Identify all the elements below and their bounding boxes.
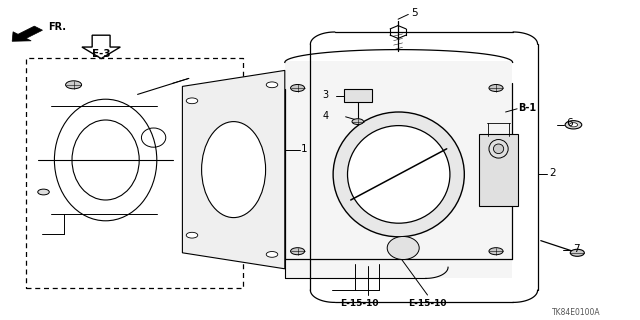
Ellipse shape	[493, 144, 504, 154]
Polygon shape	[12, 26, 42, 41]
Text: 6: 6	[566, 118, 572, 128]
Ellipse shape	[352, 119, 364, 124]
Text: 2: 2	[549, 168, 556, 178]
Ellipse shape	[266, 82, 278, 88]
Ellipse shape	[38, 189, 49, 195]
Ellipse shape	[348, 126, 450, 223]
Ellipse shape	[387, 236, 419, 260]
Text: 7: 7	[573, 244, 579, 254]
Text: TK84E0100A: TK84E0100A	[552, 308, 600, 317]
Bar	[344, 89, 372, 102]
Ellipse shape	[186, 232, 198, 238]
Text: E-3: E-3	[92, 49, 111, 60]
Polygon shape	[82, 35, 120, 59]
Ellipse shape	[489, 248, 503, 255]
Text: 4: 4	[322, 111, 328, 121]
Text: E-15-10: E-15-10	[408, 299, 447, 308]
Ellipse shape	[291, 84, 305, 92]
Text: B-1: B-1	[518, 103, 536, 113]
Ellipse shape	[333, 112, 465, 237]
Text: FR.: FR.	[48, 21, 66, 32]
Ellipse shape	[570, 123, 578, 127]
Polygon shape	[182, 70, 285, 269]
Ellipse shape	[202, 122, 266, 218]
Text: E-15-10: E-15-10	[340, 299, 379, 308]
Bar	[26, 58, 243, 288]
Text: 1: 1	[301, 144, 307, 154]
Text: 3: 3	[322, 90, 328, 100]
Polygon shape	[285, 61, 512, 278]
Ellipse shape	[291, 248, 305, 255]
Ellipse shape	[489, 84, 503, 92]
Ellipse shape	[570, 249, 584, 256]
Bar	[479, 134, 518, 206]
Ellipse shape	[186, 98, 198, 104]
Ellipse shape	[266, 252, 278, 257]
Ellipse shape	[66, 81, 82, 89]
Ellipse shape	[565, 121, 582, 129]
Text: 5: 5	[411, 8, 417, 19]
